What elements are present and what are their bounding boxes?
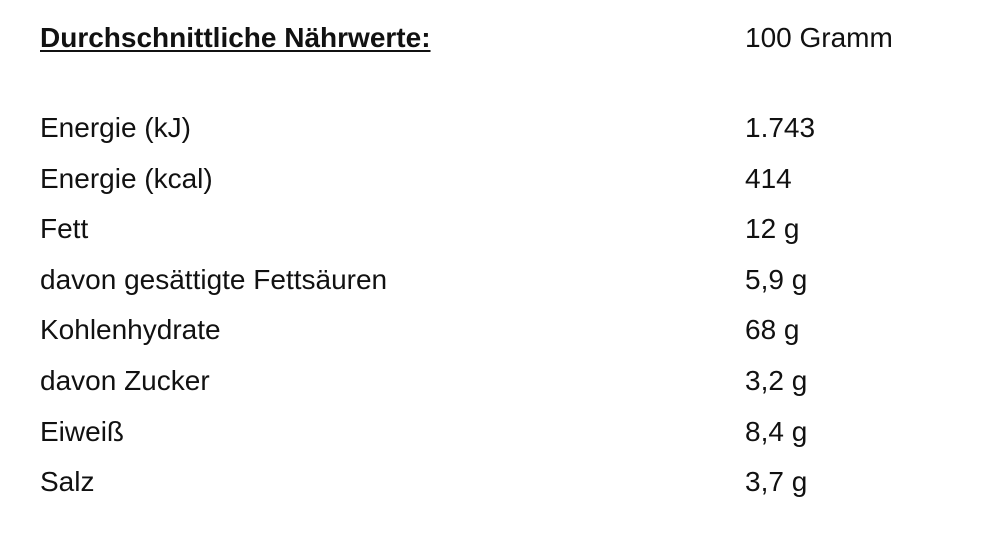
nutrient-name: Energie (kcal)	[40, 162, 213, 194]
nutrient-name: Salz	[40, 466, 95, 498]
nutrient-value: 8,4 g	[745, 415, 808, 447]
nutrient-value: 68 g	[745, 314, 800, 346]
nutrient-name: Eiweiß	[40, 415, 125, 447]
table-row: Eiweiß 8,4 g	[0, 414, 1000, 465]
nutrient-value: 3,2 g	[745, 364, 808, 396]
table-row: Fett 12 g	[0, 211, 1000, 262]
nutrient-name: davon Zucker	[40, 364, 210, 396]
serving-unit: 100 Gramm	[745, 22, 893, 53]
table-row: Energie (kcal) 414	[0, 161, 1000, 212]
nutrient-name: davon gesättigte Fettsäuren	[40, 263, 388, 295]
nutrient-name: Fett	[40, 213, 89, 245]
table-row: davon Zucker 3,2 g	[0, 363, 1000, 414]
nutrition-heading: Durchschnittliche Nährwerte:	[40, 22, 431, 53]
nutrition-table: Energie (kJ) 1.743 Energie (kcal) 414 Fett…	[0, 110, 1000, 515]
nutrient-name: Kohlenhydrate	[40, 314, 221, 346]
nutrient-value: 12 g	[745, 213, 800, 245]
table-row: Salz 3,7 g	[0, 464, 1000, 515]
table-row: davon gesättigte Fettsäuren 5,9 g	[0, 262, 1000, 313]
nutrient-value: 1.743	[745, 112, 816, 143]
table-row: Energie (kJ) 1.743	[0, 110, 1000, 161]
nutrient-value: 5,9 g	[745, 263, 808, 295]
table-row: Kohlenhydrate 68 g	[0, 312, 1000, 363]
nutrient-name: Energie (kJ)	[40, 112, 191, 143]
nutrient-value: 414	[745, 162, 792, 194]
nutrient-value: 3,7 g	[745, 466, 808, 498]
